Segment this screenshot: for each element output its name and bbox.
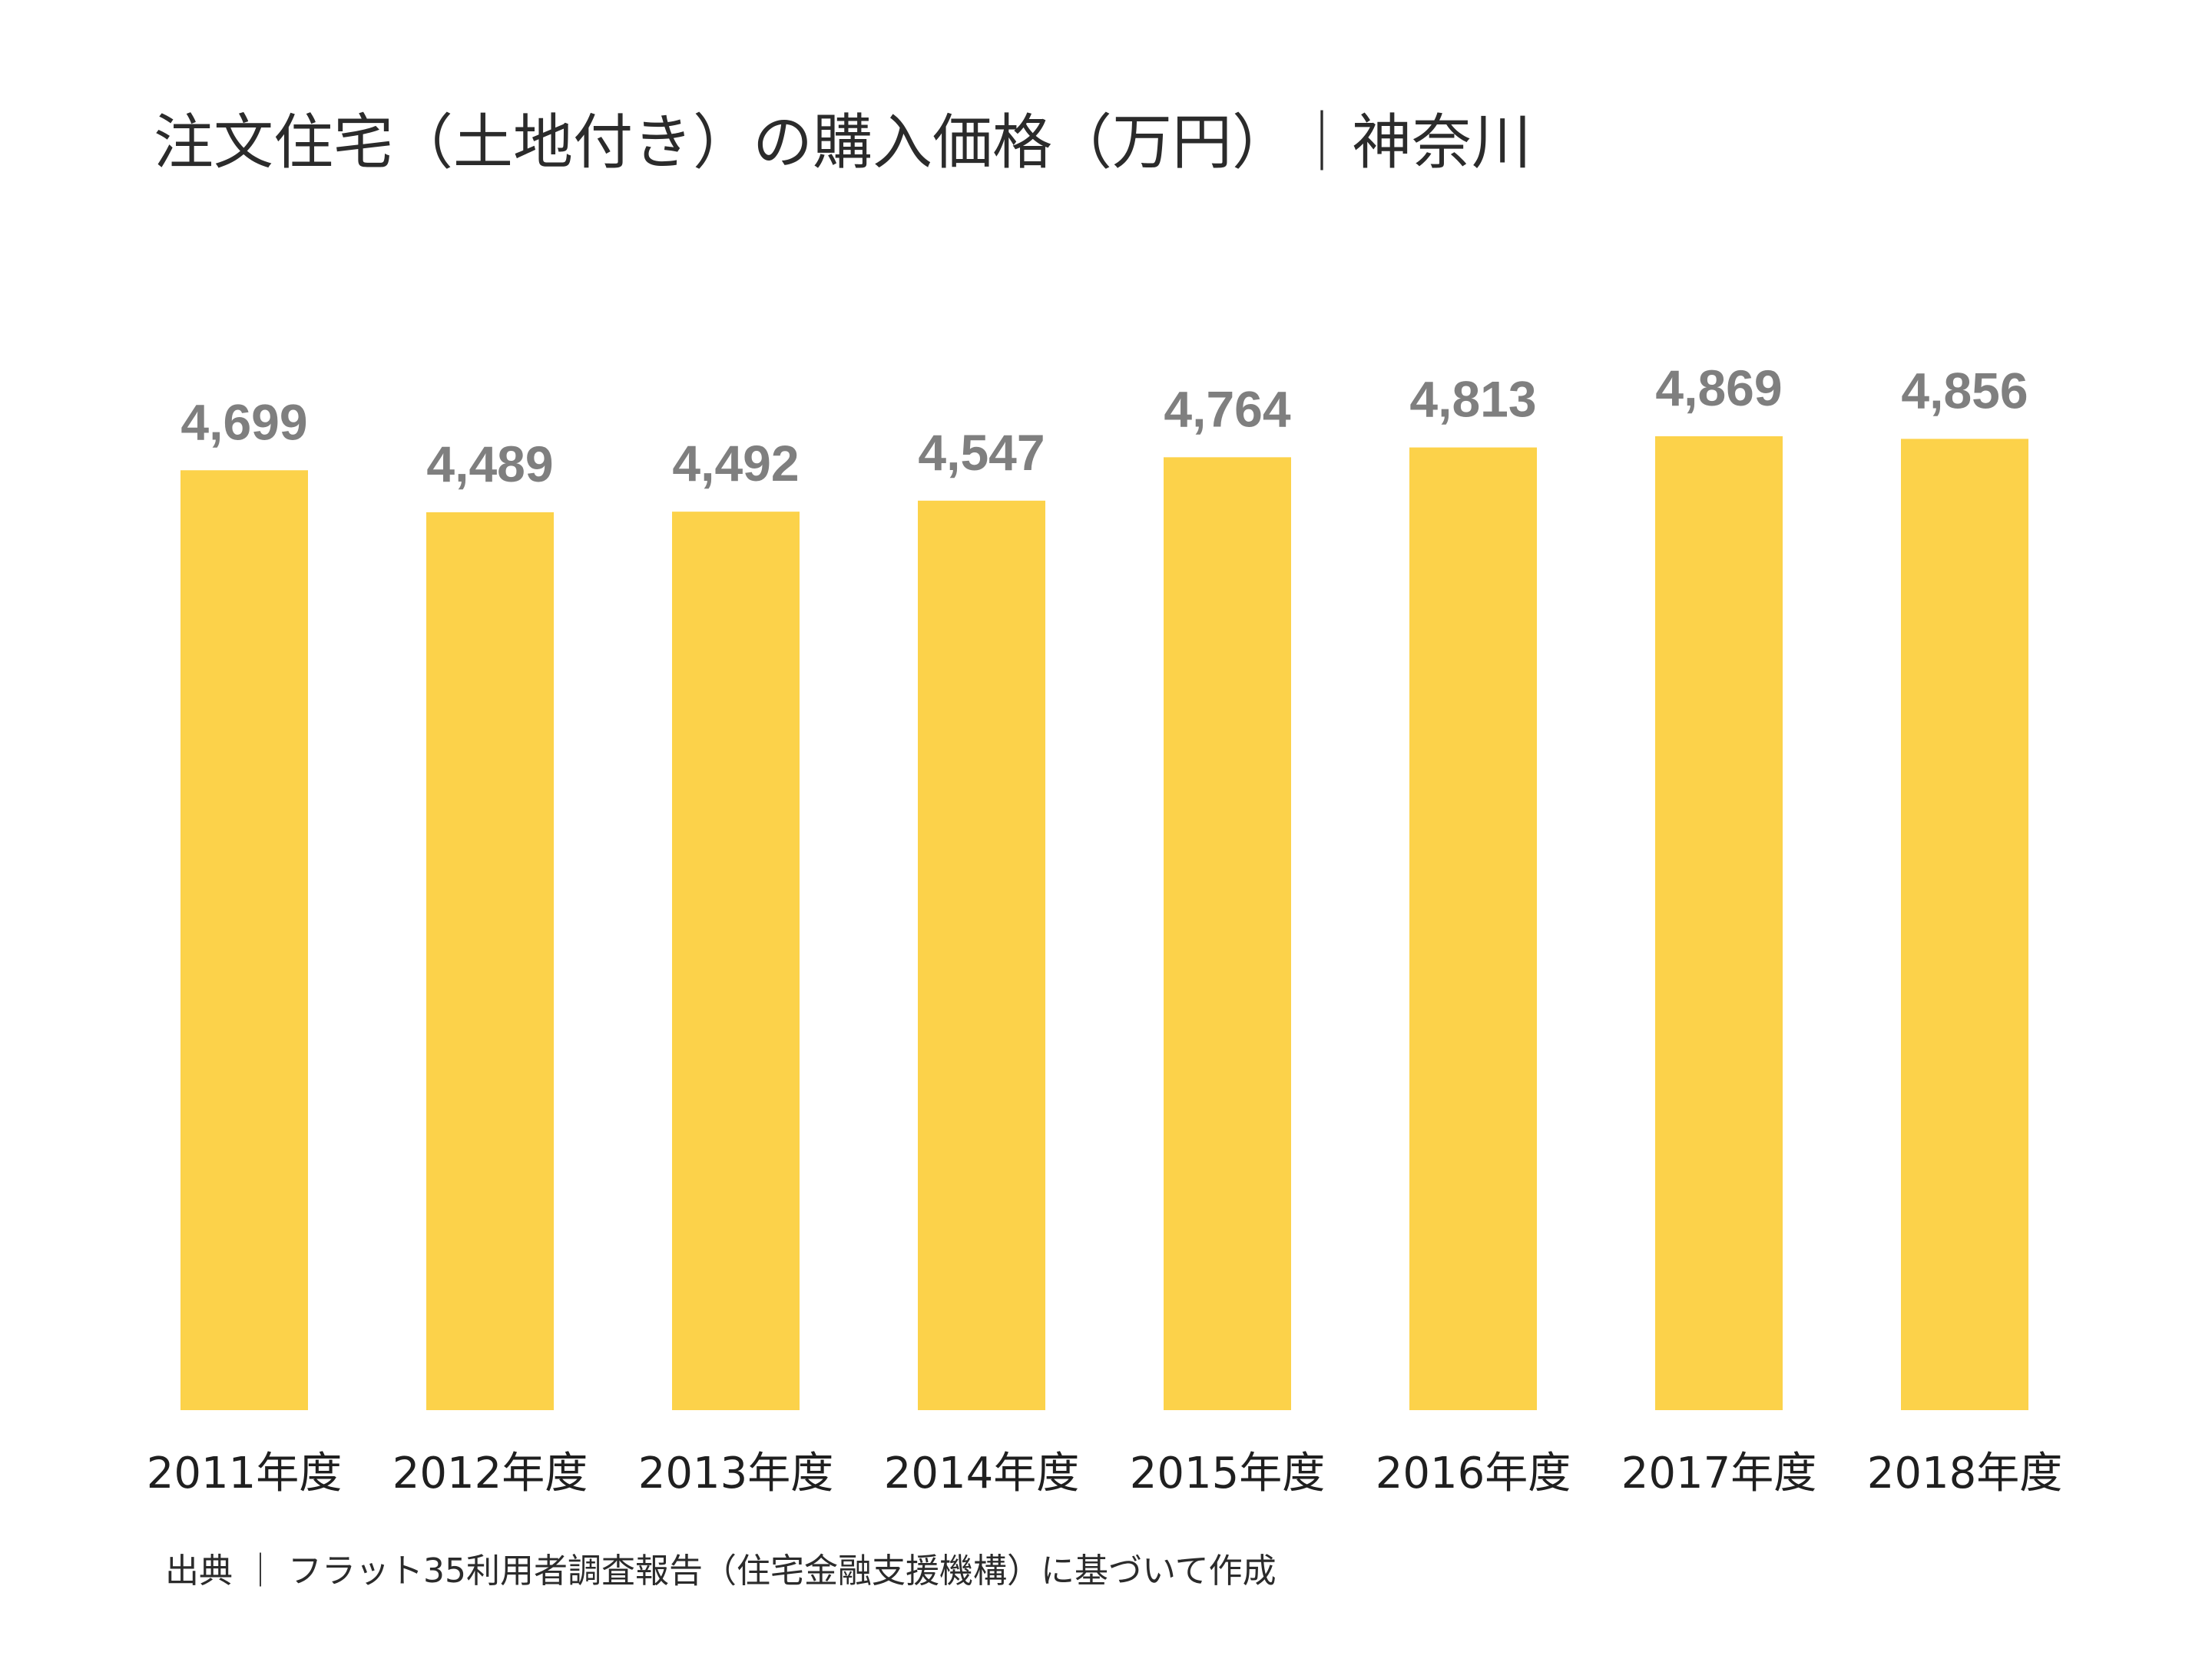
- chart-title: 注文住宅（土地付き）の購入価格（万円）｜神奈川: [154, 108, 1532, 177]
- value-label-1: 4,699: [180, 393, 307, 450]
- value-label-3: 4,492: [672, 435, 799, 492]
- value-label-6: 4,813: [1409, 371, 1536, 428]
- bar-2: [426, 512, 554, 1411]
- category-label-8: 2018年度: [1867, 1449, 2063, 1498]
- bar-1: [180, 470, 308, 1410]
- category-label-5: 2015年度: [1130, 1449, 1326, 1498]
- bar-7: [1655, 436, 1783, 1410]
- bar-group: [180, 436, 2028, 1411]
- category-label-7: 2017年度: [1621, 1449, 1817, 1498]
- value-label-7: 4,869: [1655, 359, 1782, 416]
- value-label-4: 4,547: [918, 424, 1045, 481]
- bar-5: [1164, 457, 1291, 1410]
- category-label-3: 2013年度: [638, 1449, 834, 1498]
- value-label-5: 4,764: [1164, 380, 1290, 437]
- category-label-group: 2011年度 2012年度 2013年度 2014年度 2015年度 2016年度 2017…: [147, 1449, 2063, 1498]
- bar-8: [1901, 439, 2028, 1410]
- value-label-group: 4,699 4,489 4,492 4,547 4,764 4,813 4,869 4,856: [180, 359, 2028, 492]
- category-label-6: 2016年度: [1376, 1449, 1571, 1498]
- value-label-8: 4,856: [1901, 362, 2028, 419]
- value-label-2: 4,489: [426, 435, 553, 492]
- category-label-4: 2014年度: [884, 1449, 1080, 1498]
- bar-4: [918, 500, 1045, 1411]
- category-label-1: 2011年度: [147, 1449, 343, 1498]
- bar-6: [1409, 447, 1537, 1410]
- source-note: 出典 ｜ フラット35利用者調査報告（住宅金融支援機構）に基づいて作成: [165, 1551, 1277, 1591]
- category-label-2: 2012年度: [392, 1449, 588, 1498]
- bar-3: [672, 512, 800, 1411]
